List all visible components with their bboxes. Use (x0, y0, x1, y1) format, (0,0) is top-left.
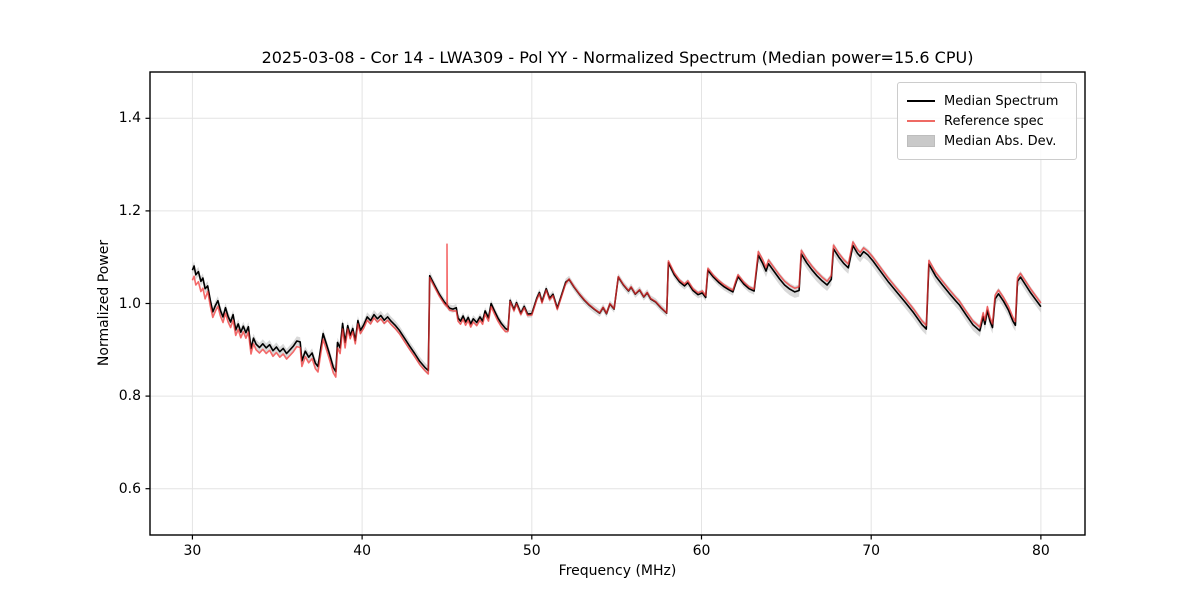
y-tick-label: 1.2 (118, 202, 141, 219)
legend: Median Spectrum Reference spec Median Ab… (897, 82, 1077, 160)
y-tick-label: 1.4 (118, 110, 141, 127)
x-tick-label: 50 (522, 543, 541, 559)
chart-title: 2025-03-08 - Cor 14 - LWA309 - Pol YY - … (261, 48, 974, 67)
legend-item-median-abs-dev: Median Abs. Dev. (907, 132, 1066, 150)
y-tick-label: 0.8 (118, 388, 141, 405)
x-tick-label: 60 (692, 543, 711, 559)
x-axis-label: Frequency (MHz) (558, 563, 677, 579)
x-tick-label: 40 (353, 543, 372, 559)
y-tick-label: 0.6 (118, 480, 141, 497)
x-tick-label: 80 (1031, 543, 1050, 559)
x-tick-label: 70 (862, 543, 881, 559)
reference-spec-line-icon (907, 120, 935, 122)
legend-item-reference-spec: Reference spec (907, 112, 1066, 130)
legend-item-median-spectrum: Median Spectrum (907, 92, 1066, 110)
legend-label: Reference spec (944, 113, 1044, 129)
y-tick-label: 1.0 (118, 295, 141, 312)
y-axis-label: Normalized Power (96, 239, 112, 367)
median-abs-dev-patch-icon (907, 135, 935, 147)
median-spectrum-line-icon (907, 100, 935, 102)
legend-label: Median Abs. Dev. (944, 133, 1057, 149)
legend-label: Median Spectrum (944, 93, 1059, 109)
reference-spec-line (191, 241, 1042, 378)
x-tick-label: 30 (183, 543, 202, 559)
